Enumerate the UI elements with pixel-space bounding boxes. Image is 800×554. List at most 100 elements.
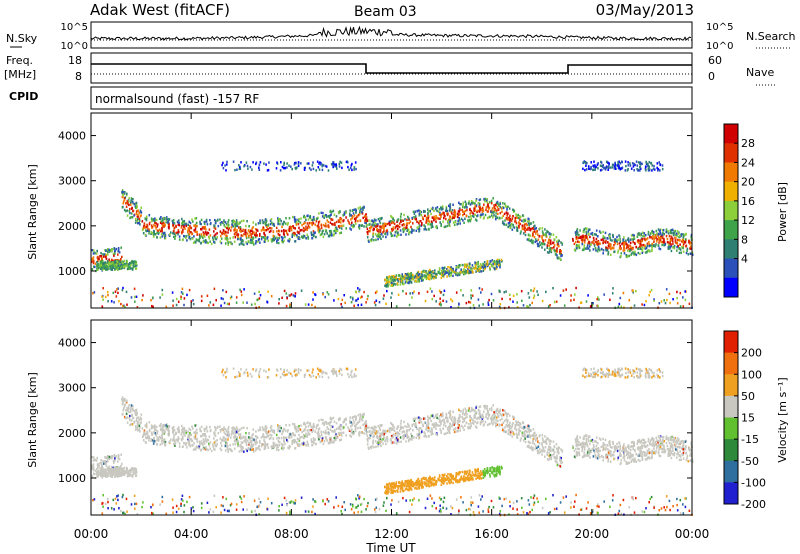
range-gate-cell [162,231,164,235]
range-gate-cell [462,205,464,209]
range-gate-cell [302,235,305,238]
range-gate-cell [470,406,473,410]
range-gate-cell [294,295,296,298]
range-gate-cell [306,214,308,218]
range-gate-cell [553,238,555,241]
range-gate-cell [369,238,372,242]
range-gate-cell [627,249,629,252]
range-gate-cell [465,301,468,305]
range-gate-cell [459,219,461,222]
range-gate-cell [484,197,487,201]
range-gate-cell [307,444,310,447]
range-gate-cell [505,290,507,293]
range-gate-cell [435,215,437,218]
range-gate-cell [115,262,117,265]
range-gate-cell [474,409,476,412]
range-gate-cell [204,241,207,244]
range-gate-cell [353,424,356,428]
range-gate-cell [112,252,115,256]
frequency-trace [91,63,692,74]
range-gate-cell [205,425,208,429]
range-gate-cell [611,239,613,242]
colorbar-tick-label: 12 [741,214,755,227]
range-gate-cell [483,410,485,413]
range-gate-cell [297,237,300,241]
range-gate-cell [184,434,186,437]
range-gate-cell [125,412,128,415]
range-gate-cell [484,268,486,271]
range-gate-cell [658,454,660,457]
range-gate-cell [172,221,174,225]
range-gate-cell [330,436,332,440]
range-gate-cell [522,304,525,307]
range-gate-cell [663,299,665,302]
range-gate-cell [189,238,192,241]
range-gate-cell [283,163,285,166]
range-gate-cell [488,298,490,302]
range-gate-cell [468,422,470,426]
range-gate-cell [509,298,511,301]
range-gate-cell [490,292,493,296]
range-gate-cell [641,249,644,252]
range-gate-cell [613,244,615,247]
range-gate-cell [152,305,154,308]
range-gate-cell [453,209,456,212]
range-gate-cell [292,294,295,297]
range-gate-cell [575,237,578,241]
range-gate-cell [178,445,181,448]
range-gate-cell [250,444,252,447]
range-gate-cell [405,226,408,229]
range-gate-cell [463,221,465,224]
range-gate-cell [247,235,250,238]
range-gate-cell [92,261,95,265]
range-gate-cell [581,242,584,246]
range-gate-cell [305,237,308,240]
range-gate-cell [437,217,439,220]
range-gate-cell [123,198,126,202]
range-gate-cell [92,256,95,259]
range-gate-cell [489,260,491,263]
range-gate-cell [119,265,122,269]
range-gate-cell [416,226,419,229]
range-gate-cell [440,206,442,209]
range-gate-cell [240,242,243,245]
range-gate-cell [223,232,226,236]
range-gate-cell [688,242,691,245]
range-gate-cell [529,229,532,232]
range-gate-cell [260,229,263,232]
range-gate-cell [532,233,534,236]
range-gate-cell [449,205,451,209]
range-gate-cell [411,435,413,438]
range-gate-cell [507,212,509,215]
range-gate-cell [336,167,338,170]
range-gate-cell [429,287,432,290]
range-gate-cell [316,217,318,220]
range-gate-cell [665,228,668,231]
range-gate-cell [219,240,222,243]
range-gate-cell [643,441,646,445]
range-gate-cell [607,168,609,171]
ytick-label: 3000 [58,175,86,188]
range-gate-cell [477,265,479,268]
range-gate-cell [214,440,217,443]
range-gate-cell [226,447,229,450]
range-gate-cell [312,291,314,294]
range-gate-cell [198,238,201,241]
range-gate-cell [410,225,412,229]
range-gate-cell [492,216,494,219]
range-gate-cell [217,431,220,435]
range-gate-cell [193,229,195,232]
range-gate-cell [404,277,406,280]
range-gate-cell [499,206,502,209]
range-gate-cell [350,214,352,217]
range-gate-cell [632,251,634,254]
range-gate-cell [187,430,189,433]
range-gate-cell [358,225,360,229]
range-gate-cell [475,270,477,273]
range-gate-cell [132,209,135,213]
range-gate-cell [610,243,612,246]
range-gate-cell [299,221,302,224]
range-gate-cell [162,217,165,220]
range-gate-cell [349,419,351,422]
range-gate-cell [514,220,517,223]
